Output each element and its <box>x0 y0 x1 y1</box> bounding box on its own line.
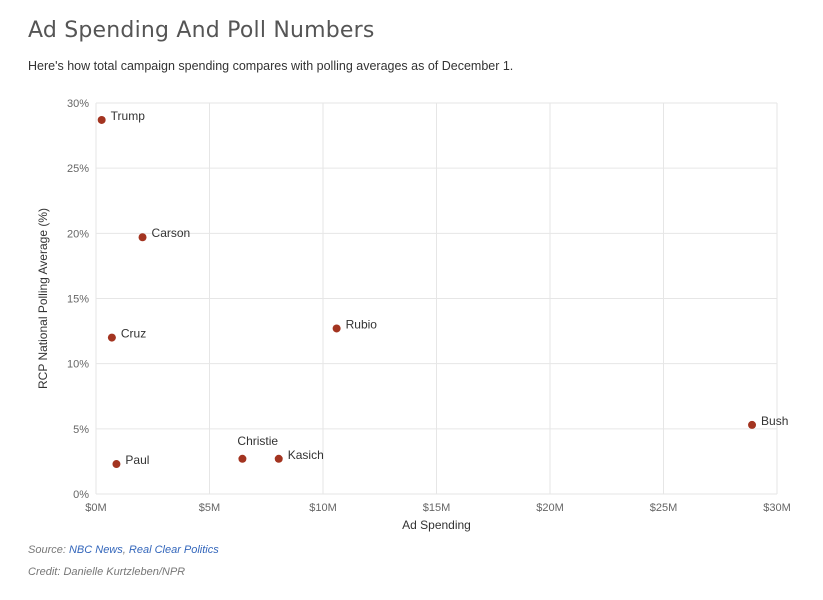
x-tick-label: $20M <box>536 502 564 514</box>
y-tick-label: 0% <box>73 489 89 501</box>
point-label: Carson <box>152 226 191 240</box>
y-tick-label: 25% <box>67 163 89 175</box>
source-separator: , <box>122 544 129 556</box>
x-tick-label: $10M <box>309 502 337 514</box>
source-prefix: Source: <box>28 544 69 556</box>
point-label: Rubio <box>346 317 378 331</box>
source-link-nbc[interactable]: NBC News <box>68 544 123 556</box>
y-tick-label: 30% <box>67 98 89 110</box>
source-line: Source: NBC News, Real Clear Politics <box>28 544 219 556</box>
credit-line: Credit: Danielle Kurtzleben/NPR <box>28 566 186 578</box>
data-point <box>748 420 757 429</box>
data-point <box>332 324 341 333</box>
y-axis-label: RCP National Polling Average (%) <box>36 208 50 389</box>
data-point <box>97 115 106 124</box>
x-tick-label: $25M <box>650 502 678 514</box>
data-point <box>112 460 121 469</box>
y-tick-label: 5% <box>73 424 89 436</box>
scatter-chart: 0% 5% 10% 15% 20% 25% 30% $0M $5M $10M $15M $20M $25… <box>36 98 791 532</box>
x-tick-label: $15M <box>423 502 451 514</box>
y-tick-label: 15% <box>67 294 89 306</box>
x-tick-label: $5M <box>199 502 220 514</box>
y-tick-label: 10% <box>67 359 89 371</box>
x-axis-label: Ad Spending <box>402 518 471 532</box>
chart-subtitle: Here's how total campaign spending compa… <box>28 59 514 73</box>
point-label: Kasich <box>288 448 324 462</box>
point-label: Paul <box>125 453 149 467</box>
point-label: Bush <box>761 414 788 428</box>
x-tick-label: $30M <box>763 502 791 514</box>
point-label: Trump <box>111 109 146 123</box>
y-tick-label: 20% <box>67 228 89 240</box>
source-link-rcp[interactable]: Real Clear Politics <box>128 544 219 556</box>
data-point <box>138 233 147 242</box>
chart-title: Ad Spending And Poll Numbers <box>28 18 375 43</box>
data-point <box>274 454 283 463</box>
point-label: Cruz <box>121 327 146 341</box>
data-point <box>107 333 116 342</box>
data-point <box>238 454 247 463</box>
x-tick-label: $0M <box>85 502 106 514</box>
point-label: Christie <box>237 434 278 448</box>
